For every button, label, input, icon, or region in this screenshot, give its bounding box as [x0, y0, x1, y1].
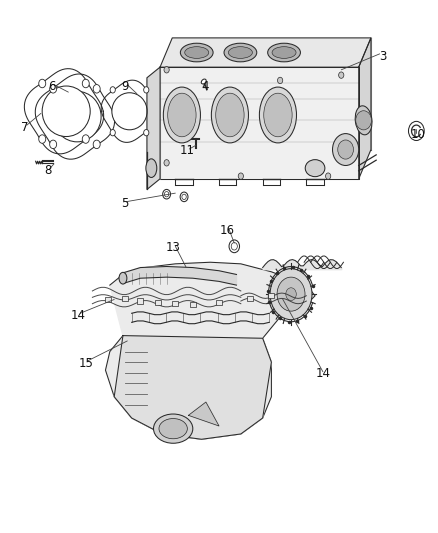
Text: 7: 7 [21, 120, 28, 134]
Circle shape [277, 277, 305, 311]
Ellipse shape [305, 160, 325, 176]
Text: 16: 16 [219, 224, 234, 237]
Circle shape [82, 79, 89, 88]
Circle shape [325, 173, 331, 179]
Bar [172, 301, 178, 306]
Text: 15: 15 [78, 357, 93, 370]
Text: 14: 14 [315, 367, 330, 381]
Ellipse shape [185, 47, 209, 59]
Ellipse shape [259, 87, 297, 143]
Circle shape [229, 240, 240, 253]
Circle shape [286, 288, 296, 301]
Circle shape [39, 135, 46, 143]
Ellipse shape [163, 87, 201, 143]
Circle shape [93, 140, 100, 149]
Polygon shape [147, 67, 160, 189]
Polygon shape [35, 74, 115, 159]
Circle shape [180, 192, 188, 201]
Text: 6: 6 [49, 80, 56, 93]
Circle shape [82, 135, 89, 143]
Polygon shape [106, 262, 315, 439]
Text: 10: 10 [410, 128, 425, 141]
Ellipse shape [268, 43, 300, 62]
Bar [105, 297, 111, 302]
Circle shape [93, 85, 100, 93]
Polygon shape [114, 336, 272, 439]
Bar [155, 300, 161, 305]
Text: 14: 14 [71, 309, 86, 322]
Ellipse shape [212, 87, 248, 143]
Circle shape [182, 194, 186, 199]
Circle shape [332, 134, 359, 165]
Ellipse shape [168, 93, 196, 137]
Ellipse shape [228, 47, 252, 59]
Text: 11: 11 [180, 144, 195, 157]
Circle shape [270, 269, 312, 320]
Ellipse shape [146, 159, 157, 177]
Circle shape [338, 140, 353, 159]
Circle shape [164, 67, 169, 73]
Ellipse shape [53, 91, 101, 142]
Polygon shape [25, 69, 104, 154]
Text: 3: 3 [379, 50, 386, 63]
Ellipse shape [264, 93, 292, 137]
Ellipse shape [272, 47, 296, 59]
Ellipse shape [112, 93, 147, 130]
Ellipse shape [159, 418, 187, 439]
Bar [190, 302, 196, 308]
Ellipse shape [42, 86, 90, 136]
Bar [247, 296, 253, 301]
Circle shape [39, 79, 46, 88]
Bar [138, 298, 144, 304]
Text: 5: 5 [121, 197, 129, 211]
Polygon shape [160, 38, 371, 67]
Polygon shape [188, 402, 219, 426]
Circle shape [339, 72, 344, 78]
Polygon shape [160, 67, 359, 179]
Circle shape [231, 243, 237, 250]
Ellipse shape [355, 106, 372, 135]
Circle shape [144, 130, 149, 136]
Text: 13: 13 [166, 241, 180, 254]
Ellipse shape [224, 43, 257, 62]
Circle shape [49, 85, 57, 93]
Text: 9: 9 [121, 80, 129, 93]
Circle shape [110, 130, 115, 136]
Polygon shape [359, 38, 371, 179]
Bar [268, 293, 275, 298]
Circle shape [110, 87, 115, 93]
Polygon shape [123, 266, 237, 285]
Bar [216, 300, 222, 305]
Circle shape [238, 173, 244, 179]
Circle shape [162, 189, 170, 199]
Ellipse shape [119, 272, 127, 284]
Circle shape [409, 122, 424, 141]
Ellipse shape [180, 43, 213, 62]
Ellipse shape [201, 79, 206, 84]
Circle shape [164, 191, 169, 197]
Circle shape [49, 140, 57, 149]
Circle shape [356, 111, 371, 130]
Polygon shape [101, 80, 158, 142]
Circle shape [278, 77, 283, 84]
Ellipse shape [216, 93, 244, 137]
Ellipse shape [153, 414, 193, 443]
Bar [122, 296, 128, 301]
Text: 8: 8 [44, 164, 52, 177]
Text: 4: 4 [201, 80, 209, 93]
Circle shape [164, 160, 169, 166]
Circle shape [144, 87, 149, 93]
